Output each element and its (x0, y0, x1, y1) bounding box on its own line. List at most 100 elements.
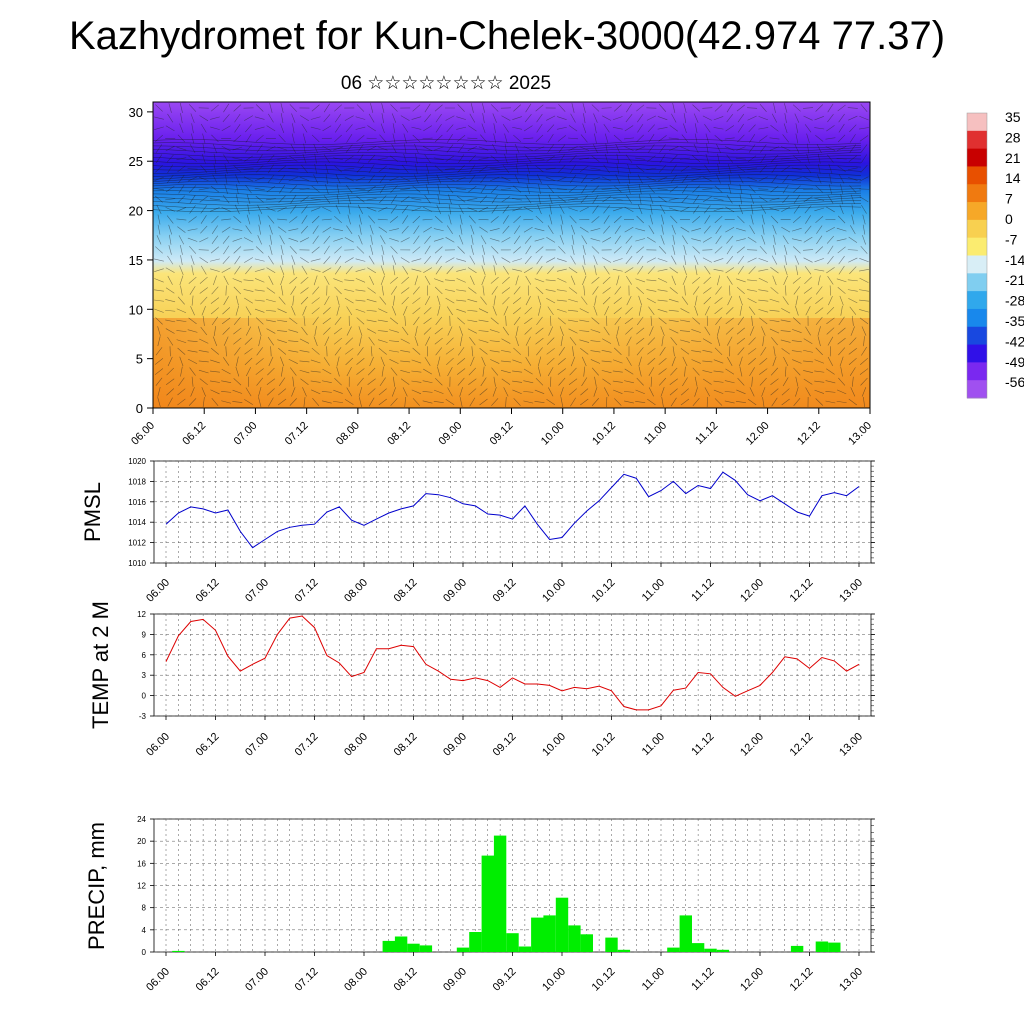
wind-barb (176, 218, 187, 221)
wind-barb (692, 246, 700, 254)
wind-barb (612, 116, 623, 121)
wind-barb (827, 356, 834, 367)
wind-barb (556, 299, 567, 302)
wind-barb (155, 377, 163, 386)
wind-barb (713, 127, 724, 130)
wind-barb (523, 125, 533, 132)
wind-barb (459, 397, 463, 407)
wind-barb (795, 386, 799, 397)
wind-barb (837, 165, 846, 172)
wind-barb (404, 143, 407, 154)
wind-barb (415, 163, 418, 174)
wind-barb (368, 154, 376, 163)
wind-barb (177, 398, 186, 406)
wind-barb (423, 317, 432, 325)
wind-barb (694, 305, 699, 316)
x-tick-label: 09.00 (441, 966, 469, 994)
wind-barb (827, 336, 834, 346)
wind-barb (345, 124, 353, 133)
wind-barb (379, 134, 387, 143)
wind-barb (187, 358, 198, 365)
wind-barb (702, 360, 713, 363)
wind-barb (849, 266, 857, 275)
wind-barb (837, 287, 846, 294)
wind-barb (582, 245, 586, 255)
wind-barb (805, 326, 811, 336)
wind-barb (166, 367, 174, 376)
wind-barb (468, 215, 476, 224)
wind-barb (713, 197, 724, 201)
wind-barb (211, 286, 219, 295)
wind-barb (851, 376, 854, 387)
wind-barb (277, 339, 287, 343)
wind-barb (380, 275, 385, 286)
wind-barb (571, 245, 575, 255)
wind-barb (593, 305, 598, 316)
wind-barb (658, 164, 667, 173)
wind-barb (747, 348, 757, 355)
wind-barb (568, 125, 578, 132)
wind-barb (299, 237, 310, 243)
wind-barb (232, 237, 243, 242)
wind-barb (672, 234, 675, 245)
x-tick-label: 06.00 (144, 731, 172, 759)
colorbar-swatch (967, 362, 987, 381)
wind-barb (682, 235, 688, 245)
wind-barb (457, 368, 466, 375)
wind-barb (751, 315, 753, 326)
wind-barb (235, 305, 239, 316)
wind-barb (437, 184, 441, 195)
wind-barb (773, 234, 776, 245)
wind-barb (401, 225, 409, 234)
wind-barb (254, 176, 265, 182)
wind-barb (702, 236, 712, 243)
precip-bar (543, 915, 556, 952)
wind-barb (502, 326, 509, 336)
wind-barb (635, 146, 645, 151)
wind-barb (702, 378, 712, 385)
wind-barb (534, 228, 545, 232)
wind-barb (726, 154, 734, 163)
wind-barb (646, 298, 656, 304)
wind-barb (795, 305, 799, 316)
wind-barb (637, 265, 644, 275)
wind-barb (381, 244, 385, 255)
wind-barb (491, 367, 499, 376)
wind-barb (513, 307, 522, 315)
precip-bar (481, 855, 494, 952)
wind-barb (616, 326, 620, 336)
wind-barb (166, 215, 174, 224)
x-tick-label: 11.12 (693, 420, 720, 447)
wind-barb (234, 265, 241, 275)
wind-barb (222, 327, 230, 335)
wind-barb (739, 184, 743, 195)
wind-barb (749, 225, 755, 235)
colorbar-label: 0 (1005, 211, 1013, 227)
wind-barb (356, 368, 365, 375)
wind-barb (469, 397, 476, 407)
wind-barb (500, 350, 511, 353)
wind-barb (198, 176, 209, 182)
wind-barb (456, 258, 467, 262)
wind-barb (594, 265, 597, 276)
wind-barb (434, 134, 443, 143)
wind-barb (224, 184, 228, 194)
wind-barb (759, 317, 768, 325)
wind-barb (572, 346, 574, 357)
wind-barb (771, 255, 778, 265)
wind-barb (792, 329, 802, 333)
wind-barb (292, 295, 295, 306)
wind-barb (256, 377, 264, 386)
wind-barb (366, 319, 377, 323)
wind-barb (691, 227, 702, 232)
wind-barb (154, 278, 164, 283)
wind-barb (224, 173, 228, 184)
wind-barb (725, 327, 734, 335)
wind-barb (434, 246, 443, 254)
wind-barb (683, 255, 687, 266)
wind-barb (255, 134, 264, 142)
wind-barb (470, 245, 474, 255)
precip-bar (394, 936, 408, 952)
wind-barb (355, 126, 366, 130)
wind-barb (278, 134, 286, 143)
